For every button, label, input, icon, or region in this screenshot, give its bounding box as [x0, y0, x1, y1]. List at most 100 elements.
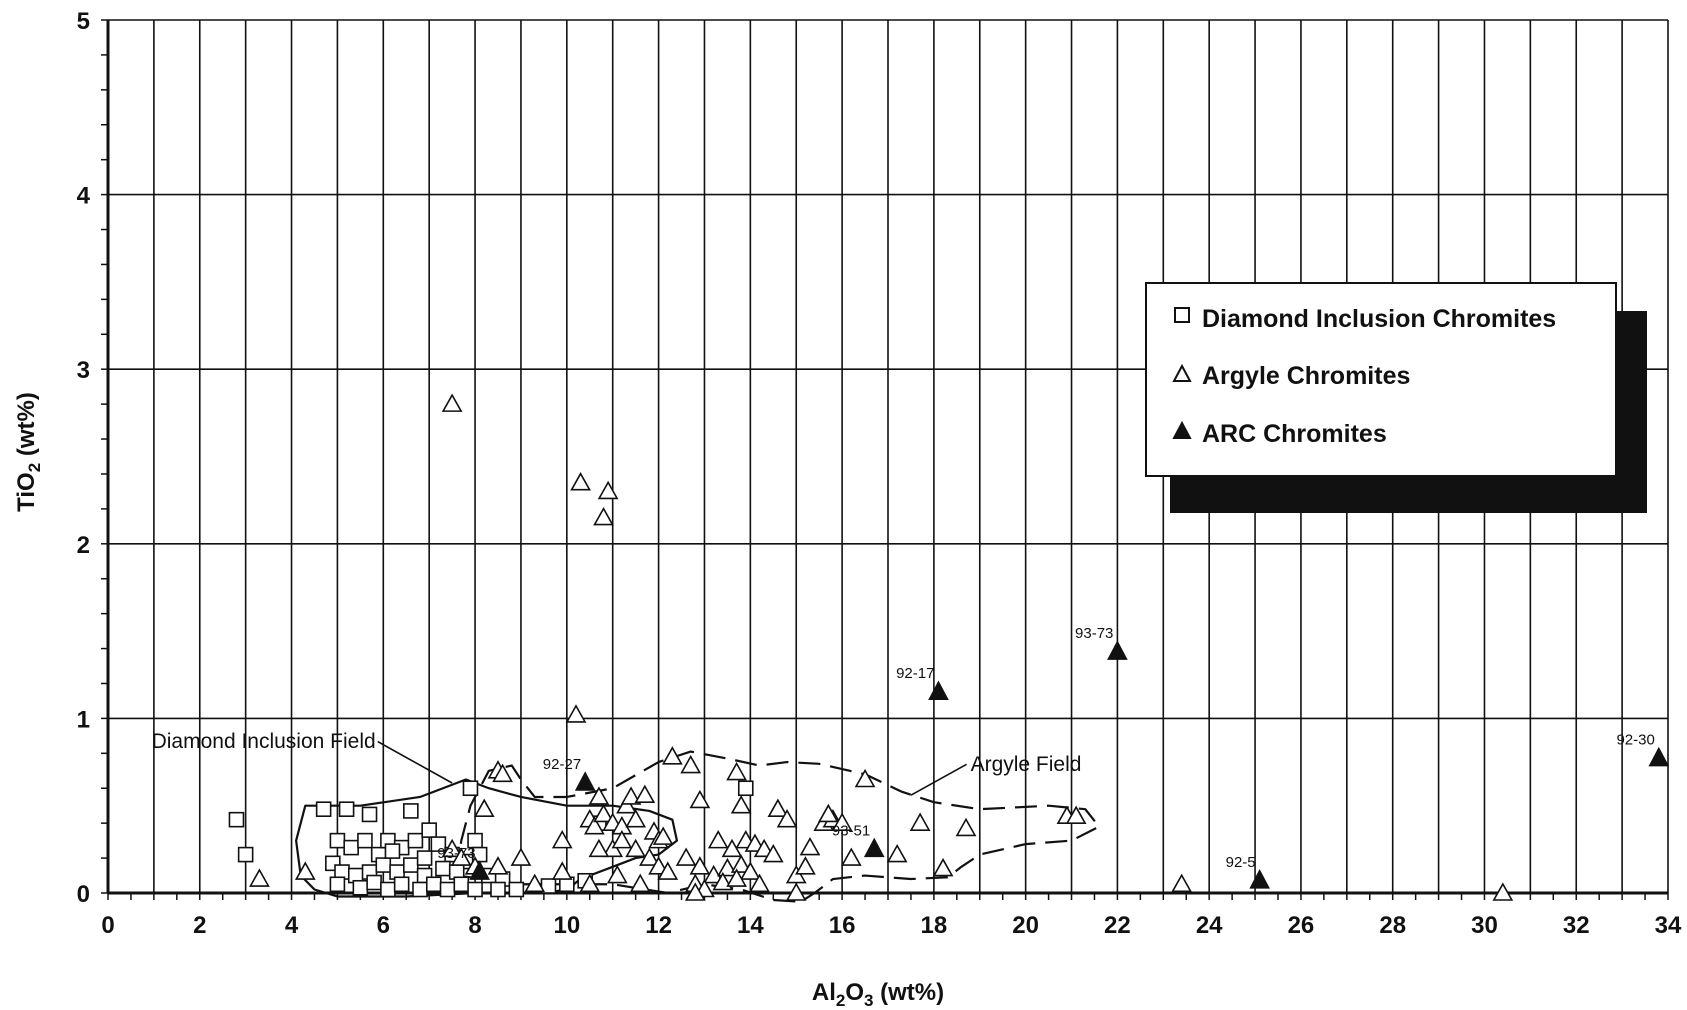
y-tick-label: 4 [77, 183, 91, 210]
annotations: Diamond Inclusion Field Argyle Field [152, 730, 1081, 796]
diamond-inclusion-point [439, 881, 456, 898]
argyle-point [639, 847, 660, 866]
argyle-point [749, 873, 770, 893]
diamond-inclusion-point [380, 881, 396, 898]
arc-point [1107, 640, 1128, 660]
argyle-point [593, 506, 614, 526]
argyle-point [657, 861, 679, 880]
argyle-point [579, 873, 601, 893]
x-tick-label: 10 [553, 912, 580, 939]
argyle-point [441, 838, 463, 858]
argyle-point [739, 861, 761, 880]
diamond-inclusion-point [508, 881, 525, 898]
diamond-inclusion-point [462, 780, 479, 797]
argyle-point [611, 829, 633, 849]
diamond-inclusion-point [490, 881, 506, 898]
point-label: 92-17 [896, 665, 934, 682]
argyle-point [689, 789, 711, 809]
argyle-point [487, 856, 509, 875]
x-tick-label: 34 [1655, 912, 1682, 939]
legend-label: Argyle Chromites [1202, 362, 1410, 390]
diamond-inclusion-point [393, 876, 410, 893]
point-label: 93-51 [832, 822, 870, 839]
arc-point [1648, 746, 1670, 767]
argyle-point [570, 472, 591, 491]
legend-label: ARC Chromites [1202, 420, 1387, 448]
argyle-point [473, 798, 495, 817]
x-tick-label: 30 [1471, 912, 1498, 939]
point-label: 92-30 [1616, 732, 1654, 749]
argyle-point [717, 857, 738, 877]
x-tick-label: 28 [1379, 912, 1406, 939]
argyle-point [620, 786, 642, 805]
diamond-inclusion-point [375, 857, 392, 873]
x-tick-label: 12 [645, 912, 672, 939]
argyle-point [625, 838, 647, 858]
argyle-point [1065, 805, 1087, 824]
y-tick-label: 2 [77, 532, 90, 559]
arc-point [574, 771, 596, 791]
x-tick-label: 8 [468, 912, 481, 939]
diamond-inclusion-point [403, 857, 419, 873]
annotation-label: Diamond Inclusion Field [152, 730, 376, 753]
diamond-inclusion-point [329, 876, 346, 893]
argyle-point [730, 795, 752, 814]
argyle-point [767, 798, 789, 817]
argyle-point [680, 754, 702, 774]
argyle-point [249, 868, 270, 887]
argyle-point [593, 803, 614, 823]
y-tick-label: 1 [77, 706, 90, 733]
diamond-inclusion-point [366, 874, 382, 891]
y-tick-label: 0 [77, 881, 90, 908]
argyle-point [886, 843, 908, 863]
argyle-point [441, 393, 463, 412]
argyle-point [588, 786, 610, 805]
diamond-inclusion-point [412, 881, 428, 898]
diamond-inclusion-point [425, 876, 442, 893]
diamond-inclusion-point [737, 780, 754, 797]
argyle-point [524, 873, 546, 893]
argyle-point [634, 784, 656, 804]
argyle-point [689, 856, 711, 875]
argyle-point [551, 861, 573, 880]
argyle-point [492, 763, 513, 783]
argyle-point [799, 836, 821, 856]
argyle-point [707, 829, 729, 849]
diamond-inclusion-point [228, 811, 245, 828]
open-triangle-icon [1172, 363, 1192, 382]
diamond-inclusion-point [467, 881, 483, 898]
legend-item-arc: ARC Chromites [1172, 420, 1387, 448]
arc-point [863, 837, 885, 858]
x-tick-label: 16 [829, 912, 856, 939]
x-tick-label: 6 [377, 912, 390, 939]
diamond-inclusion-point [329, 832, 346, 849]
legend: Diamond Inclusion Chromites Argyle Chrom… [1145, 282, 1647, 513]
diamond-inclusion-point [384, 843, 401, 859]
x-tick-label: 24 [1196, 912, 1223, 939]
open-square-icon [1174, 307, 1190, 323]
diamond-inclusion-point [338, 801, 355, 817]
argyle-point [629, 873, 651, 893]
argyle-point [762, 843, 784, 863]
argyle-point [450, 847, 472, 866]
x-axis-title: Al2O3 (wt%) [812, 979, 944, 1010]
annotation-leader-line [377, 740, 453, 784]
diamond-inclusion-field-outline [295, 778, 679, 898]
legend-box [1145, 282, 1617, 477]
x-tick-label: 2 [193, 912, 206, 939]
argyle-point [932, 857, 954, 877]
argyle-point [583, 816, 605, 835]
arc-point [469, 860, 490, 880]
argyle-point [661, 746, 683, 765]
argyle-point [565, 704, 587, 723]
argyle-point [776, 809, 798, 828]
x-tick-label: 18 [921, 912, 948, 939]
x-tick-label: 0 [101, 912, 114, 939]
data-points [228, 393, 1670, 901]
diamond-inclusion-point [357, 832, 373, 849]
argyle-point [684, 882, 706, 901]
diamond-inclusion-point [407, 832, 424, 849]
argyle-point [597, 480, 619, 500]
